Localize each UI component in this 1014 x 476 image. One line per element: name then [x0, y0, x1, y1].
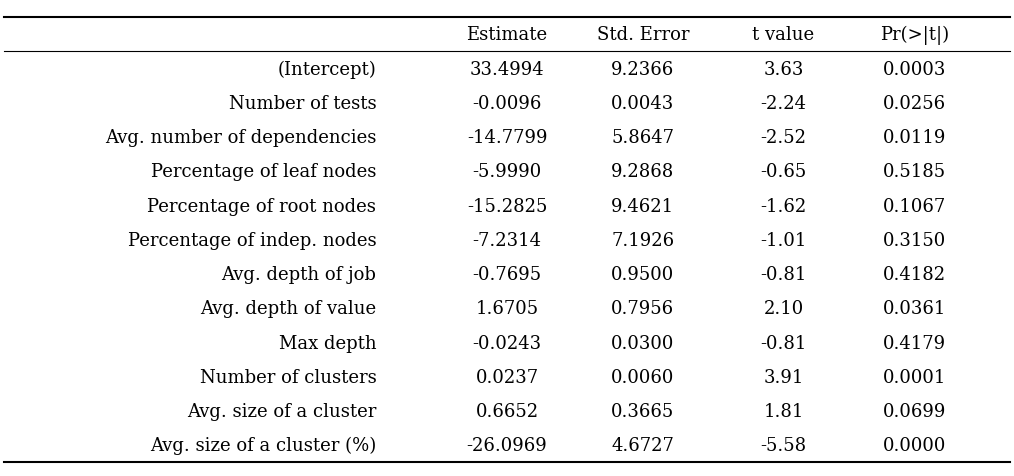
Text: Std. Error: Std. Error: [596, 26, 690, 44]
Text: 0.9500: 0.9500: [611, 266, 674, 284]
Text: 0.0060: 0.0060: [611, 368, 674, 386]
Text: 0.4182: 0.4182: [883, 266, 946, 284]
Text: 33.4994: 33.4994: [469, 60, 545, 79]
Text: -5.58: -5.58: [760, 436, 806, 455]
Text: 0.0699: 0.0699: [882, 402, 946, 420]
Text: -2.52: -2.52: [760, 129, 806, 147]
Text: Avg. depth of job: Avg. depth of job: [221, 266, 376, 284]
Text: Number of tests: Number of tests: [228, 95, 376, 113]
Text: -5.9990: -5.9990: [473, 163, 541, 181]
Text: -0.0096: -0.0096: [473, 95, 541, 113]
Text: 0.0256: 0.0256: [883, 95, 946, 113]
Text: Percentage of root nodes: Percentage of root nodes: [147, 197, 376, 215]
Text: 4.6727: 4.6727: [611, 436, 674, 455]
Text: -0.0243: -0.0243: [473, 334, 541, 352]
Text: 0.7956: 0.7956: [611, 300, 674, 317]
Text: -15.2825: -15.2825: [466, 197, 548, 215]
Text: 0.1067: 0.1067: [882, 197, 946, 215]
Text: 0.0000: 0.0000: [882, 436, 946, 455]
Text: -7.2314: -7.2314: [473, 231, 541, 249]
Text: 1.81: 1.81: [764, 402, 804, 420]
Text: 3.91: 3.91: [764, 368, 804, 386]
Text: 0.0001: 0.0001: [882, 368, 946, 386]
Text: Pr(>|t|): Pr(>|t|): [880, 26, 949, 45]
Text: Max depth: Max depth: [279, 334, 376, 352]
Text: -0.81: -0.81: [760, 266, 807, 284]
Text: Avg. depth of value: Avg. depth of value: [200, 300, 376, 317]
Text: 3.63: 3.63: [764, 60, 804, 79]
Text: 9.2868: 9.2868: [611, 163, 674, 181]
Text: 0.6652: 0.6652: [476, 402, 538, 420]
Text: 0.0361: 0.0361: [882, 300, 946, 317]
Text: -0.7695: -0.7695: [473, 266, 541, 284]
Text: -0.81: -0.81: [760, 334, 807, 352]
Text: Percentage of leaf nodes: Percentage of leaf nodes: [151, 163, 376, 181]
Text: 0.3665: 0.3665: [611, 402, 674, 420]
Text: 2.10: 2.10: [764, 300, 804, 317]
Text: 0.0119: 0.0119: [882, 129, 946, 147]
Text: Percentage of indep. nodes: Percentage of indep. nodes: [128, 231, 376, 249]
Text: 7.1926: 7.1926: [611, 231, 674, 249]
Text: t value: t value: [752, 26, 814, 44]
Text: -1.62: -1.62: [760, 197, 807, 215]
Text: 0.0300: 0.0300: [611, 334, 674, 352]
Text: Avg. size of a cluster: Avg. size of a cluster: [187, 402, 376, 420]
Text: -1.01: -1.01: [760, 231, 807, 249]
Text: -14.7799: -14.7799: [466, 129, 548, 147]
Text: 9.4621: 9.4621: [611, 197, 674, 215]
Text: -2.24: -2.24: [760, 95, 806, 113]
Text: -26.0969: -26.0969: [466, 436, 548, 455]
Text: -0.65: -0.65: [760, 163, 807, 181]
Text: 0.0237: 0.0237: [476, 368, 538, 386]
Text: Avg. size of a cluster (%): Avg. size of a cluster (%): [150, 436, 376, 455]
Text: 0.0043: 0.0043: [611, 95, 674, 113]
Text: 9.2366: 9.2366: [611, 60, 674, 79]
Text: 0.5185: 0.5185: [883, 163, 946, 181]
Text: (Intercept): (Intercept): [278, 60, 376, 79]
Text: Avg. number of dependencies: Avg. number of dependencies: [104, 129, 376, 147]
Text: 1.6705: 1.6705: [476, 300, 538, 317]
Text: Number of clusters: Number of clusters: [200, 368, 376, 386]
Text: 0.4179: 0.4179: [883, 334, 946, 352]
Text: 5.8647: 5.8647: [611, 129, 674, 147]
Text: Estimate: Estimate: [466, 26, 548, 44]
Text: 0.3150: 0.3150: [882, 231, 946, 249]
Text: 0.0003: 0.0003: [882, 60, 946, 79]
